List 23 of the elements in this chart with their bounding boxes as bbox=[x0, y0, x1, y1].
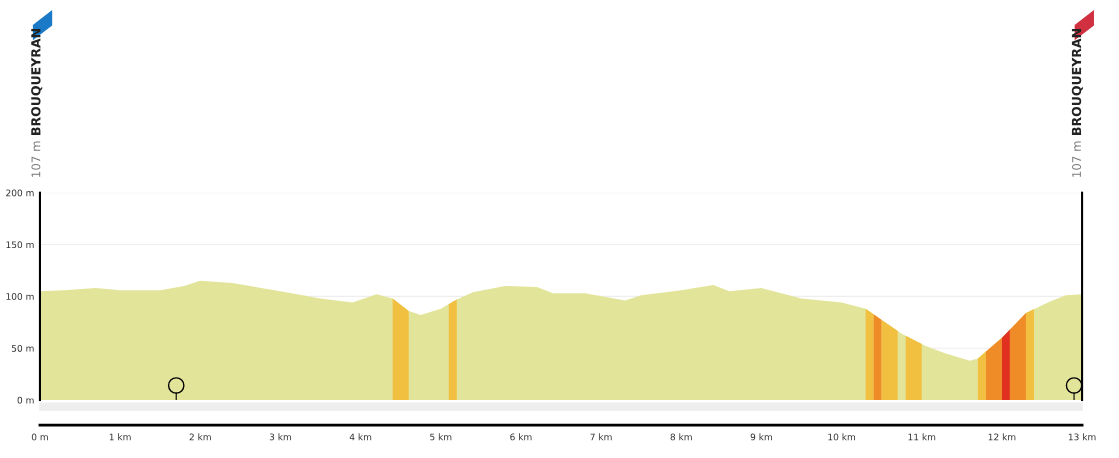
x-tick-label: 0 m bbox=[31, 433, 48, 441]
text: BROUQUEYRAN bbox=[31, 29, 43, 135]
x-tick-label: 6 km bbox=[510, 433, 532, 441]
x-tick-label: 3 km bbox=[269, 433, 291, 441]
text: BROUQUEYRAN bbox=[1071, 29, 1083, 135]
x-tick-label: 12 km bbox=[988, 433, 1016, 441]
x-tick-label: 9 km bbox=[750, 433, 772, 441]
y-tick-label: 200 m bbox=[6, 189, 34, 197]
y-tick-label: 100 m bbox=[6, 293, 34, 300]
x-tick-label: 1 km bbox=[109, 433, 131, 441]
text: 107 m bbox=[31, 141, 41, 177]
y-tick-label: 50 m bbox=[11, 344, 34, 352]
text: 107 m bbox=[1072, 141, 1082, 177]
x-tick-label: 13 km bbox=[1068, 433, 1096, 441]
x-tick-label: 10 km bbox=[828, 433, 856, 441]
x-tick-label: 11 km bbox=[908, 433, 936, 441]
y-tick-label: 150 m bbox=[6, 241, 34, 249]
y-tick-label: 0 m bbox=[17, 396, 34, 404]
x-tick-label: 4 km bbox=[349, 433, 372, 441]
x-tick-label: 5 km bbox=[430, 433, 452, 441]
x-tick-label: 8 km bbox=[670, 433, 692, 441]
x-tick-label: 7 km bbox=[590, 433, 612, 441]
x-tick-label: 2 km bbox=[189, 433, 211, 441]
